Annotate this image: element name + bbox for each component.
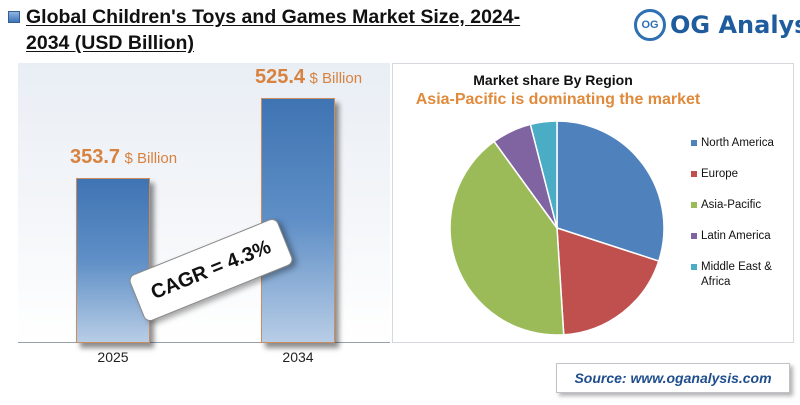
pie-slice-asia-pacific [449,140,565,336]
logo-text-main: OG Analys [670,11,800,39]
og-analysis-logo: OG OG Analysis [630,7,800,43]
pie-slice-middle-east-africa [529,120,558,229]
logo-text: OG Analysis [670,9,800,41]
legend-swatch [691,140,697,146]
square-bullet-icon [8,11,20,23]
legend-label: North America [701,137,774,149]
x-tick-label: 2034 [282,349,314,365]
legend-swatch [691,233,697,239]
legend-swatch [691,264,697,270]
pie-slice-europe [556,226,660,336]
bar-value-number: 353.7 [70,145,121,168]
bar-2025 [76,177,150,343]
bar-value-number: 525.4 [255,65,306,88]
bar-value-label-2034: 525.4 $ Billion [255,65,362,91]
pie-title: Market share By Region [473,72,633,88]
source-note: Source: www.oganalysis.com [556,363,790,393]
bar-value-unit: $ Billion [309,69,363,87]
x-tick-label: 2025 [97,349,129,365]
legend-label: Latin America [701,230,771,242]
legend-label: Asia-Pacific [701,199,762,211]
logo-circle-icon: OG [634,9,666,41]
pie-chart-panel: Market share By Region Asia-Pacific is d… [392,63,794,343]
legend-swatch [691,202,697,208]
legend-label: Middle East & Africa [701,261,772,288]
pie-chart [449,120,665,336]
bar-value-label-2025: 353.7 $ Billion [70,145,177,171]
pie-subtitle: Asia-Pacific is dominating the market [415,91,701,108]
legend-label: Europe [701,168,739,180]
pie-slice-north-america [556,120,665,263]
bar-value-unit: $ Billion [124,149,178,167]
legend-swatch [691,171,697,177]
chart-title: Global Children's Toys and Games Market … [26,6,521,54]
